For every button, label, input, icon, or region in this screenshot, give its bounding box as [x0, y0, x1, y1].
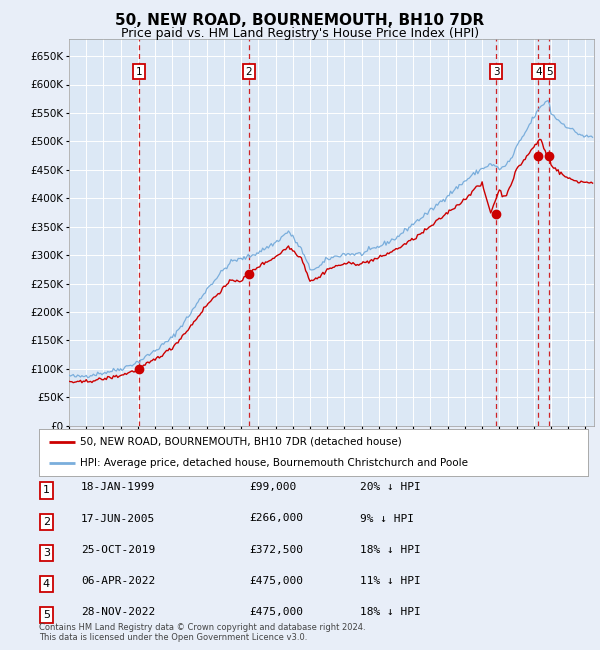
- Text: 1: 1: [43, 486, 50, 495]
- Text: 17-JUN-2005: 17-JUN-2005: [81, 514, 155, 523]
- Text: 06-APR-2022: 06-APR-2022: [81, 576, 155, 586]
- Text: 2: 2: [245, 67, 252, 77]
- Text: 5: 5: [43, 610, 50, 620]
- Text: £99,000: £99,000: [249, 482, 296, 492]
- Text: 4: 4: [535, 67, 542, 77]
- Text: 4: 4: [43, 579, 50, 589]
- Text: 3: 3: [493, 67, 500, 77]
- Text: 2: 2: [43, 517, 50, 526]
- Text: 3: 3: [43, 548, 50, 558]
- Text: Contains HM Land Registry data © Crown copyright and database right 2024.
This d: Contains HM Land Registry data © Crown c…: [39, 623, 365, 642]
- Text: 9% ↓ HPI: 9% ↓ HPI: [360, 514, 414, 523]
- Text: 11% ↓ HPI: 11% ↓ HPI: [360, 576, 421, 586]
- Text: Price paid vs. HM Land Registry's House Price Index (HPI): Price paid vs. HM Land Registry's House …: [121, 27, 479, 40]
- Text: 1: 1: [136, 67, 142, 77]
- Text: 28-NOV-2022: 28-NOV-2022: [81, 607, 155, 617]
- Text: 50, NEW ROAD, BOURNEMOUTH, BH10 7DR (detached house): 50, NEW ROAD, BOURNEMOUTH, BH10 7DR (det…: [80, 437, 402, 447]
- Text: £475,000: £475,000: [249, 607, 303, 617]
- Text: HPI: Average price, detached house, Bournemouth Christchurch and Poole: HPI: Average price, detached house, Bour…: [80, 458, 468, 468]
- Text: 5: 5: [546, 67, 553, 77]
- Text: 18-JAN-1999: 18-JAN-1999: [81, 482, 155, 492]
- Text: 25-OCT-2019: 25-OCT-2019: [81, 545, 155, 554]
- Text: 18% ↓ HPI: 18% ↓ HPI: [360, 545, 421, 554]
- Text: £266,000: £266,000: [249, 514, 303, 523]
- Text: £372,500: £372,500: [249, 545, 303, 554]
- Text: 18% ↓ HPI: 18% ↓ HPI: [360, 607, 421, 617]
- Text: £475,000: £475,000: [249, 576, 303, 586]
- Text: 20% ↓ HPI: 20% ↓ HPI: [360, 482, 421, 492]
- Text: 50, NEW ROAD, BOURNEMOUTH, BH10 7DR: 50, NEW ROAD, BOURNEMOUTH, BH10 7DR: [115, 13, 485, 28]
